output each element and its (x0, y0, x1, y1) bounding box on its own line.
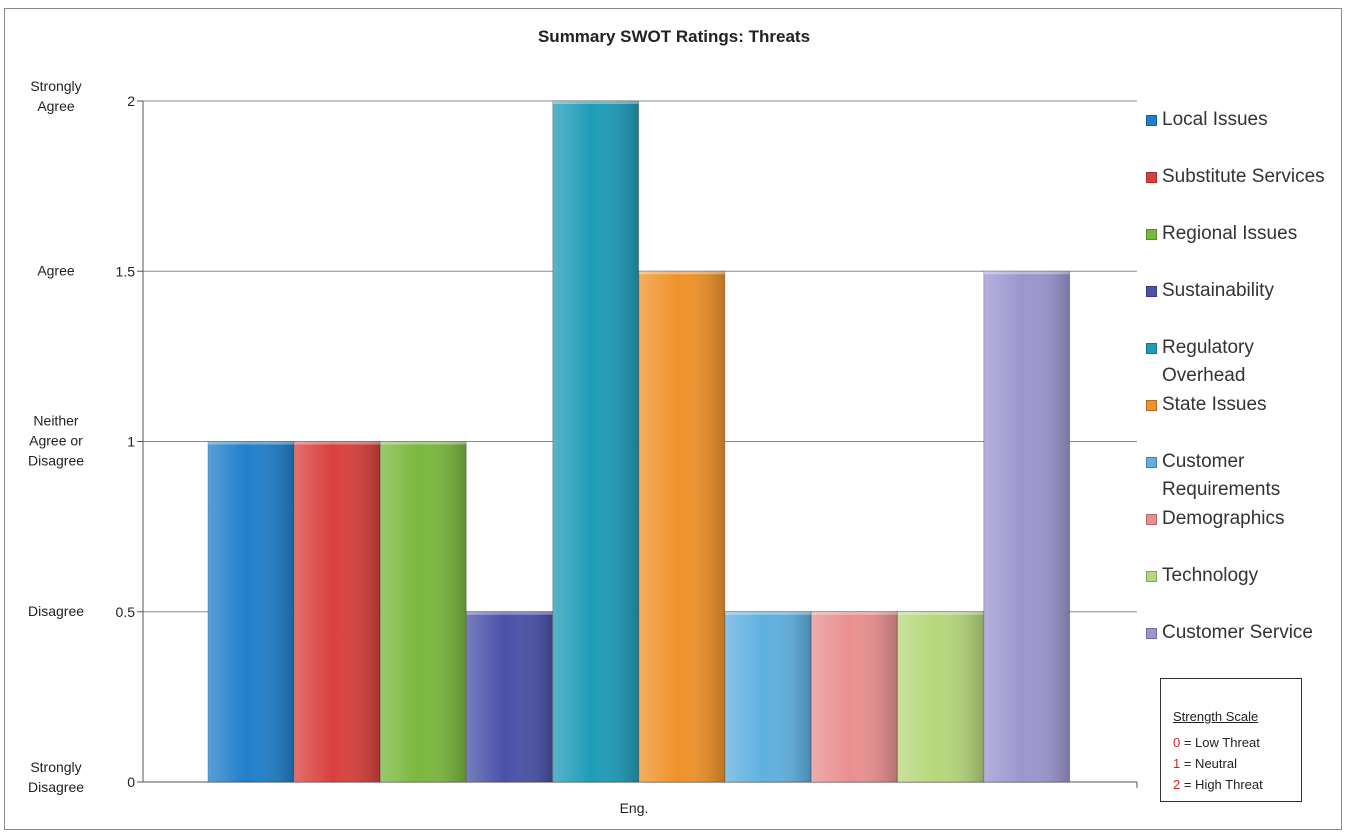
scale-row-high: 2 = High Threat (1173, 777, 1263, 792)
y-scale-text-label: Agree (37, 262, 75, 278)
bar-top-highlight (208, 441, 294, 445)
legend-swatch (1146, 457, 1157, 468)
legend-label: Regional Issues (1162, 223, 1298, 244)
y-scale-text-label: Strongly (30, 759, 81, 775)
legend-label: Sustainability (1162, 280, 1274, 301)
legend-item: Local Issues (1146, 106, 1342, 134)
bar-shading (897, 611, 984, 782)
legend-item: Sustainability (1146, 277, 1342, 305)
legend-item: Regional Issues (1146, 220, 1342, 248)
y-scale-text-label: Neither (33, 413, 78, 429)
x-category-label: Eng. (620, 800, 649, 816)
y-tick-label: 1 (127, 434, 135, 450)
bar-shading (811, 611, 898, 782)
legend-item: Substitute Services (1146, 163, 1342, 191)
legend-label: Substitute Services (1162, 166, 1325, 187)
y-scale-text-label: Strongly (30, 78, 81, 94)
bar-shading (380, 441, 467, 782)
y-tick-label: 2 (127, 93, 135, 109)
y-tick-label: 1.5 (116, 263, 136, 279)
scale-row-text: = Low Threat (1180, 735, 1260, 750)
legend-label: Customer Requirements (1162, 451, 1281, 500)
legend-swatch (1146, 571, 1157, 582)
bar-top-highlight (725, 611, 811, 615)
legend-item: State Issues (1146, 391, 1342, 419)
bar-top-highlight (897, 611, 984, 615)
y-scale-text-label: Agree or (29, 433, 83, 449)
y-scale-text-label: Agree (37, 98, 75, 114)
bar-top-highlight (639, 271, 725, 275)
legend-item: Customer Service (1146, 619, 1342, 647)
legend-label: Local Issues (1162, 109, 1268, 130)
legend-swatch (1146, 286, 1157, 297)
chart-title: Summary SWOT Ratings: Threats (538, 27, 810, 46)
bar-shading (208, 441, 294, 782)
bar-top-highlight (380, 441, 467, 445)
scale-row-low: 0 = Low Threat (1173, 735, 1260, 750)
legend-item: Regulatory Overhead (1146, 334, 1272, 390)
strength-scale-title: Strength Scale (1173, 709, 1259, 724)
bar-shading (983, 271, 1070, 782)
bar-shading (552, 101, 639, 782)
legend-swatch (1146, 229, 1157, 240)
y-tick-label: 0.5 (116, 604, 136, 620)
bar-top-highlight (466, 611, 553, 615)
legend-item: Customer Requirements (1146, 448, 1292, 504)
legend-label: State Issues (1162, 394, 1267, 415)
scale-row-number: 0 (1173, 735, 1181, 750)
bar-top-highlight (811, 611, 898, 615)
legend-swatch (1146, 514, 1157, 525)
bar-top-highlight (552, 101, 639, 104)
legend-label: Customer Service (1162, 622, 1313, 643)
bar-shading (639, 271, 725, 782)
bar-shading (725, 611, 811, 782)
legend-label: Regulatory Overhead (1162, 337, 1254, 386)
y-scale-text-label: Disagree (28, 603, 84, 619)
scale-row-text: = Neutral (1180, 756, 1237, 771)
legend-swatch (1146, 400, 1157, 411)
scale-row-neutral: 1 = Neutral (1173, 756, 1237, 771)
y-scale-text-label: Disagree (28, 453, 84, 469)
bar-shading (466, 611, 553, 782)
legend-swatch (1146, 343, 1157, 354)
scale-row-number: 2 (1173, 777, 1181, 792)
legend-label: Demographics (1162, 508, 1285, 529)
legend-swatch (1146, 115, 1157, 126)
legend-item: Technology (1146, 562, 1342, 590)
legend-item: Demographics (1146, 505, 1342, 533)
legend-label: Technology (1162, 565, 1259, 586)
scale-row-text: = High Threat (1180, 777, 1263, 792)
legend-swatch (1146, 628, 1157, 639)
scale-row-number: 1 (1173, 756, 1181, 771)
y-scale-text-label: Disagree (28, 779, 84, 795)
bar-shading (294, 441, 380, 782)
strength-scale-box: Strength Scale 0 = Low Threat 1 = Neutra… (1160, 678, 1302, 802)
legend-swatch (1146, 172, 1157, 183)
bar-top-highlight (983, 271, 1070, 275)
y-tick-label: 0 (127, 774, 135, 790)
bar-top-highlight (294, 441, 380, 445)
